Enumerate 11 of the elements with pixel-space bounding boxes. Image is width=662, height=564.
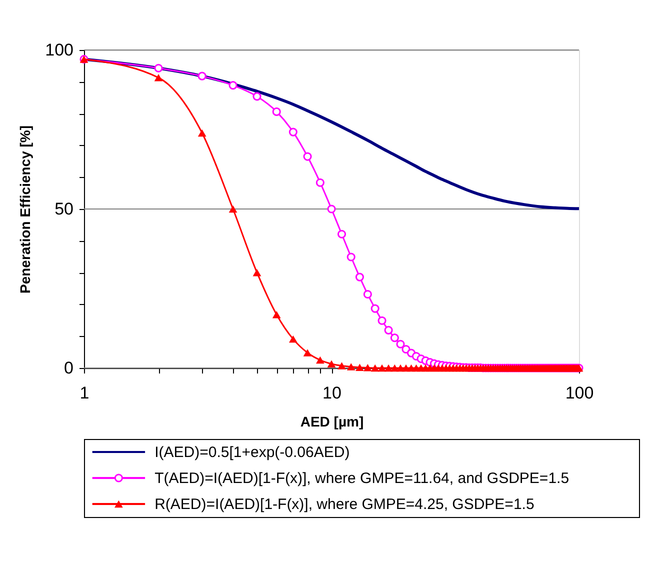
y-tick-label: 50 [54,200,74,218]
x-tick-label: 10 [322,384,342,402]
x-axis-title: AED [µm] [300,414,364,430]
x-tick-label: 1 [80,384,90,402]
y-tick-label: 100 [45,40,74,60]
y-tick-label: 0 [64,358,74,378]
x-tick-label: 100 [565,384,594,402]
y-axis-title: Peneration Efficiency [%] [17,125,34,294]
legend-label: I(AED)=0.5[1+exp(-0.06AED) [154,444,350,461]
legend-label: R(AED)=I(AED)[1-F(x)], where GMPE=4.25, GSDPE=1.5 [154,496,534,513]
legend-label: T(AED)=I(AED)[1-F(x)], where GMPE=11.64, and GSDPE=1.5 [154,470,570,487]
